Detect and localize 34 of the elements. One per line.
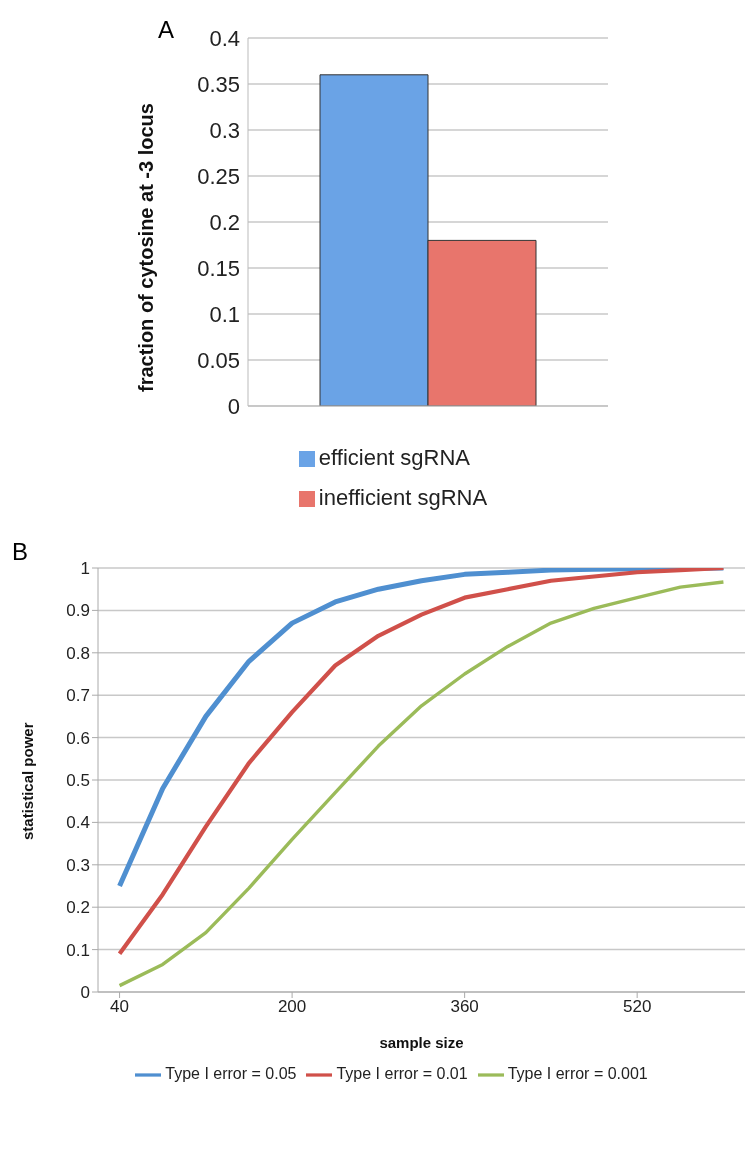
x-tick-label: 40: [110, 997, 130, 1017]
chart-title: B: [12, 538, 29, 566]
y-tick-label: 0.05: [197, 347, 240, 373]
legend-label: efficient sgRNA: [318, 445, 471, 470]
legend-label: inefficient sgRNA: [318, 485, 488, 510]
y-tick-label: 0: [80, 983, 90, 1003]
y-tick-label: 0.6: [66, 728, 90, 748]
y-tick-label: 0.1: [66, 940, 90, 960]
y-tick-label: 0.4: [209, 25, 240, 51]
y-tick-label: 0: [227, 393, 240, 419]
y-tick-label: 0.8: [66, 643, 90, 663]
y-tick-label: 0.4: [66, 813, 90, 833]
legend-label: Type I error = 0.01: [336, 1065, 468, 1083]
y-tick-label: 0.7: [66, 686, 90, 706]
x-axis-title: sample size: [379, 1034, 464, 1051]
y-tick-label: 0.35: [197, 71, 240, 97]
y-tick-label: 0.5: [66, 771, 90, 791]
y-tick-label: 0.2: [209, 209, 240, 235]
y-tick-label: 0.2: [66, 898, 90, 918]
chart-title: A: [158, 16, 175, 44]
y-tick-label: 0.3: [209, 117, 240, 143]
y-tick-label: 1: [80, 559, 90, 579]
legend-label: Type I error = 0.001: [507, 1065, 648, 1083]
y-tick-label: 0.9: [66, 601, 90, 621]
x-tick-label: 200: [277, 997, 307, 1017]
x-tick-label: 520: [622, 997, 652, 1017]
y-tick-label: 0.1: [209, 301, 240, 327]
y-tick-label: 0.15: [197, 255, 240, 281]
y-axis-title: fraction of cytosine at -3 locus: [135, 103, 158, 392]
y-tick-label: 0.25: [197, 163, 240, 189]
y-axis-title: statistical power: [19, 722, 37, 840]
legend-label: Type I error = 0.05: [165, 1065, 297, 1083]
x-tick-label: 360: [450, 997, 479, 1017]
y-tick-label: 0.3: [66, 855, 90, 875]
